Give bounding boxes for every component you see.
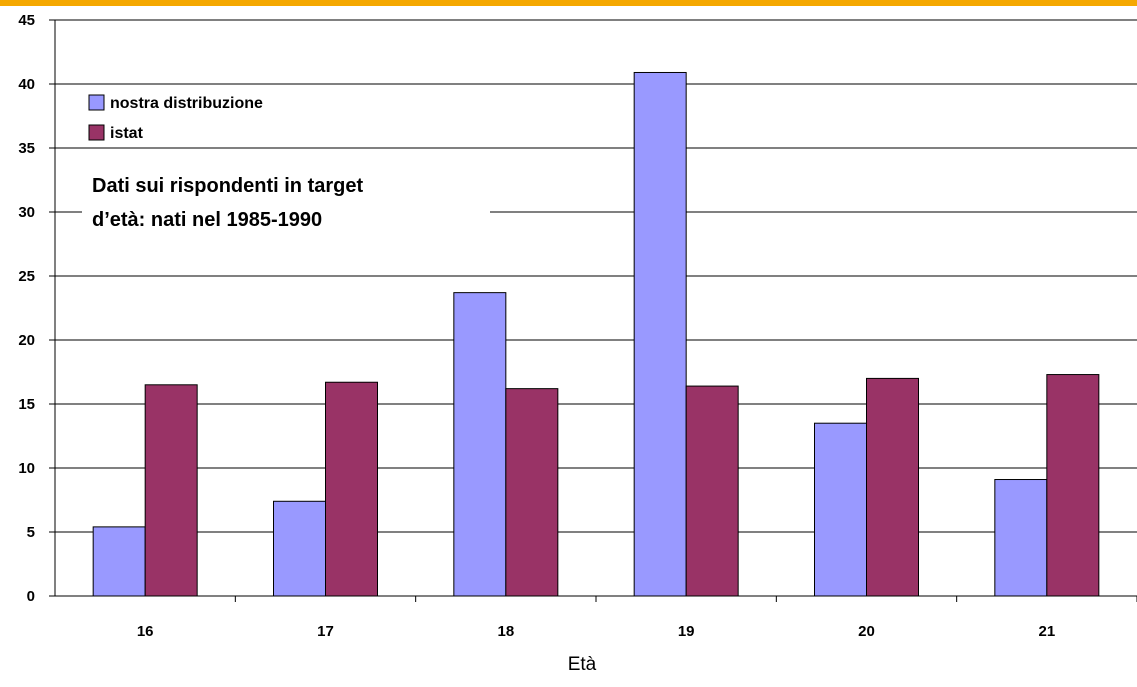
bar-istat-20 <box>866 377 919 597</box>
y-tick-label-30: 30 <box>18 204 35 221</box>
bar-istat-17 <box>325 381 378 597</box>
bar-istat-21 <box>1046 374 1100 597</box>
y-tick-label-0: 0 <box>27 588 35 605</box>
bar-nostra-distribuzione-20 <box>814 422 867 597</box>
x-tick-label-20: 20 <box>858 623 875 640</box>
x-tick-label-17: 17 <box>317 623 334 640</box>
annotation-line-2: d’età: nati nel 1985-1990 <box>92 209 322 231</box>
bar-nostra-distribuzione-16 <box>92 526 146 597</box>
bar-nostra-distribuzione-17 <box>273 500 326 597</box>
bar-istat-18 <box>505 388 559 597</box>
legend-label-nostra-distribuzione: nostra distribuzione <box>110 95 263 112</box>
y-tick-labels: 0 5 10 15 20 25 30 35 40 45 <box>18 12 35 605</box>
y-tick-label-10: 10 <box>18 460 35 477</box>
legend-background <box>84 87 332 147</box>
legend-label-istat: istat <box>110 125 144 142</box>
annotation-line-1: Dati sui rispondenti in target <box>92 175 363 197</box>
y-tick-label-35: 35 <box>18 140 35 157</box>
x-axis-title: Età <box>568 654 597 675</box>
bar-istat-16 <box>144 384 198 597</box>
y-tick-label-20: 20 <box>18 332 35 349</box>
legend-swatch-nostra-distribuzione <box>88 94 105 111</box>
annotation-background <box>82 162 490 244</box>
y-tick-label-40: 40 <box>18 76 35 93</box>
x-tick-labels: 16 17 18 19 20 21 <box>137 623 1055 640</box>
bar-nostra-distribuzione-19 <box>633 71 687 597</box>
bar-istat-19 <box>685 385 739 597</box>
y-tick-label-5: 5 <box>27 524 35 541</box>
legend-swatch-istat <box>88 124 105 141</box>
y-tick-label-25: 25 <box>18 268 35 285</box>
legend: nostra distribuzione istat <box>84 87 332 147</box>
y-tick-label-45: 45 <box>18 12 35 29</box>
x-tick-label-16: 16 <box>137 623 154 640</box>
bars <box>92 71 1100 597</box>
x-tick-label-18: 18 <box>497 623 514 640</box>
x-tick-label-19: 19 <box>678 623 695 640</box>
x-tick-label-21: 21 <box>1038 623 1055 640</box>
axes <box>49 19 1137 602</box>
bar-nostra-distribuzione-21 <box>994 479 1048 597</box>
y-tick-label-15: 15 <box>18 396 35 413</box>
top-accent-bar <box>0 0 1137 6</box>
bar-nostra-distribuzione-18 <box>453 292 507 597</box>
